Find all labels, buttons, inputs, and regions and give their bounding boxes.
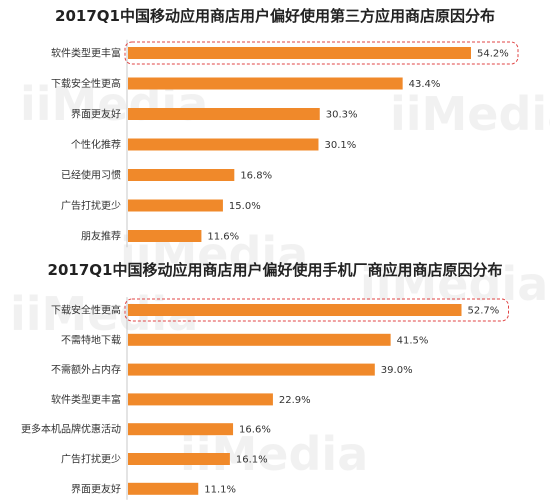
bar — [128, 169, 235, 181]
bar — [128, 47, 471, 59]
bar-row: 广告打扰更少 15.0% — [61, 199, 261, 212]
value-label: 16.6% — [239, 425, 271, 436]
value-label: 52.7% — [468, 306, 500, 317]
bar-row: 软件类型更丰富 54.2% — [51, 41, 519, 65]
bar-row: 更多本机品牌优惠活动 16.6% — [21, 423, 271, 436]
category-label: 不需额外占内存 — [51, 363, 121, 376]
value-label: 15.0% — [229, 201, 261, 212]
value-label: 41.5% — [397, 335, 429, 346]
bar-row: 下载安全性更高 43.4% — [51, 77, 440, 90]
bar — [128, 453, 230, 465]
bar — [128, 199, 223, 212]
bar-group: 软件类型更丰富 54.2% 下载安全性更高 43.4% 界面更友好 30.3% 个性化推荐 3… — [51, 39, 519, 248]
value-label: 30.3% — [326, 110, 358, 121]
category-label: 软件类型更丰富 — [51, 393, 121, 406]
bar-row: 下载安全性更高 52.7% — [51, 298, 510, 322]
bar-row: 广告打扰更少 16.1% — [61, 453, 268, 466]
bar — [128, 108, 320, 120]
bar — [128, 423, 234, 436]
chart-title: 2017Q1中国移动应用商店用户偏好使用第三方应用商店原因分布 — [55, 7, 495, 25]
bar-row: 不需特地下载 41.5% — [61, 333, 428, 346]
category-label: 不需特地下载 — [61, 333, 121, 346]
category-label: 界面更友好 — [71, 482, 121, 495]
value-label: 16.1% — [236, 455, 268, 466]
value-label: 22.9% — [279, 395, 311, 406]
bar-row: 朋友推荐 11.6% — [81, 230, 239, 243]
category-label: 下载安全性更高 — [51, 77, 121, 90]
category-label: 更多本机品牌优惠活动 — [21, 423, 121, 436]
value-label: 11.1% — [204, 484, 236, 495]
value-label: 39.0% — [381, 365, 413, 376]
watermark-logo: iiMedia — [390, 87, 550, 141]
bar — [128, 482, 199, 495]
chart-oem-store-reasons: 2017Q1中国移动应用商店用户偏好使用手机厂商应用商店原因分布 下载安全性更高… — [21, 261, 510, 500]
value-label: 16.8% — [240, 171, 272, 182]
chart-third-party-store-reasons: 2017Q1中国移动应用商店用户偏好使用第三方应用商店原因分布 软件类型更丰富 5… — [51, 7, 519, 248]
bar-row: 不需额外占内存 39.0% — [51, 363, 413, 376]
bar-row: 已经使用习惯 16.8% — [61, 169, 272, 182]
value-label: 30.1% — [324, 140, 356, 151]
category-label: 广告打扰更少 — [61, 453, 121, 466]
chart-title: 2017Q1中国移动应用商店用户偏好使用手机厂商应用商店原因分布 — [48, 261, 503, 279]
bar — [128, 393, 273, 406]
category-label: 广告打扰更少 — [61, 199, 121, 212]
bar-group: 下载安全性更高 52.7% 不需特地下载 41.5% 不需额外占内存 39.0% 软件类型更… — [21, 297, 510, 500]
highlight-box — [124, 41, 519, 65]
bar — [128, 77, 403, 90]
watermarks: iiMedia iiMedia iiMedia iiMedia iiMedia … — [10, 77, 550, 481]
value-label: 11.6% — [207, 232, 239, 243]
value-label: 43.4% — [409, 79, 441, 90]
category-label: 软件类型更丰富 — [51, 47, 121, 60]
value-label: 54.2% — [477, 49, 509, 60]
bar-row: 个性化推荐 30.1% — [71, 138, 356, 151]
bar-row: 软件类型更丰富 22.9% — [51, 393, 311, 406]
category-label: 个性化推荐 — [71, 138, 121, 151]
watermark-logo: iiMedia — [360, 257, 548, 311]
bar — [128, 333, 391, 346]
bar — [128, 363, 375, 376]
bar — [128, 304, 462, 316]
bar-row: 界面更友好 11.1% — [71, 482, 236, 495]
bar-row: 界面更友好 30.3% — [71, 108, 358, 121]
category-label: 下载安全性更高 — [51, 304, 121, 317]
category-label: 已经使用习惯 — [61, 169, 121, 182]
category-label: 朋友推荐 — [81, 230, 121, 243]
category-label: 界面更友好 — [71, 108, 121, 121]
bar — [128, 230, 202, 242]
bar — [128, 138, 319, 151]
